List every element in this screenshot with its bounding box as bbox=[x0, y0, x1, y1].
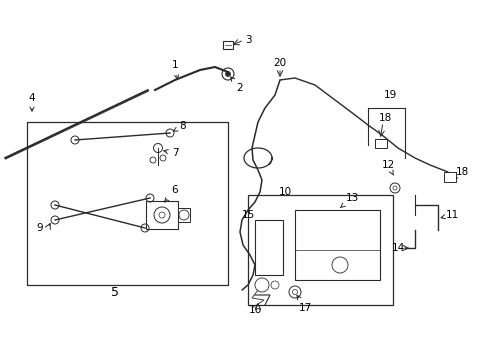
Text: 18: 18 bbox=[378, 113, 391, 123]
Text: 10: 10 bbox=[278, 187, 291, 197]
Bar bbox=[223, 41, 232, 49]
Text: 4: 4 bbox=[29, 93, 35, 111]
Text: 19: 19 bbox=[383, 90, 396, 100]
Text: 16: 16 bbox=[248, 305, 261, 315]
Bar bbox=[178, 208, 190, 222]
Text: 11: 11 bbox=[440, 210, 458, 220]
Text: 8: 8 bbox=[173, 121, 186, 131]
Bar bbox=[27, 122, 227, 285]
Text: 7: 7 bbox=[163, 148, 178, 158]
Text: 13: 13 bbox=[340, 193, 358, 208]
Bar bbox=[294, 210, 379, 280]
Bar bbox=[254, 220, 283, 275]
Text: 17: 17 bbox=[296, 295, 311, 313]
Text: 20: 20 bbox=[273, 58, 286, 68]
Text: 3: 3 bbox=[244, 35, 251, 45]
Text: 18: 18 bbox=[454, 167, 468, 177]
Text: 2: 2 bbox=[230, 77, 243, 93]
Text: 6: 6 bbox=[164, 185, 178, 202]
Text: 9: 9 bbox=[37, 223, 43, 233]
Text: 15: 15 bbox=[241, 210, 254, 220]
Text: 12: 12 bbox=[381, 160, 394, 175]
Text: 1: 1 bbox=[171, 60, 179, 79]
Bar bbox=[374, 139, 386, 148]
Text: 5: 5 bbox=[111, 287, 119, 300]
Bar bbox=[247, 195, 392, 305]
Text: 14: 14 bbox=[390, 243, 404, 253]
Circle shape bbox=[225, 72, 230, 77]
Bar bbox=[443, 172, 455, 182]
Bar bbox=[146, 201, 178, 229]
